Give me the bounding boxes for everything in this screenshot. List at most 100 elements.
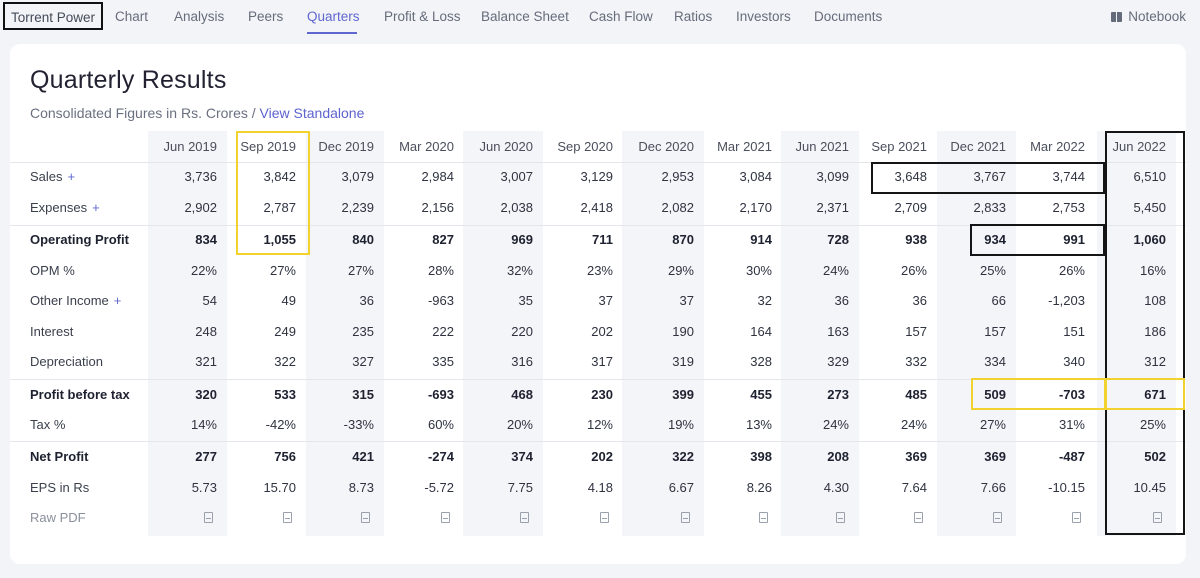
pdf-icon[interactable] [600,512,609,523]
table-cell: 37 [679,293,694,308]
tab-investors[interactable]: Investors [736,9,791,24]
table-cell: 533 [274,387,296,402]
expand-plus-icon[interactable]: + [92,200,100,215]
pdf-icon[interactable] [204,512,213,523]
table-cell: 3,767 [973,169,1006,184]
pdf-icon[interactable] [681,512,690,523]
row-divider [10,162,1186,163]
row-label-text: Depreciation [30,354,103,369]
page-title: Quarterly Results [30,66,227,94]
table-cell: 54 [202,293,217,308]
table-cell: 27% [269,263,296,278]
table-cell: 328 [750,354,772,369]
table-cell: 277 [195,449,217,464]
tab-analysis[interactable]: Analysis [174,9,225,24]
column-stripe [463,131,543,536]
table-cell: 108 [1144,293,1166,308]
column-header: Dec 2021 [950,139,1006,154]
highlight-box-sep-2019 [236,131,310,255]
row-label[interactable]: Sales + [30,168,75,186]
tab-balance-sheet[interactable]: Balance Sheet [481,9,569,24]
table-cell: 369 [984,449,1006,464]
row-label[interactable]: Other Income + [30,292,121,310]
pdf-icon[interactable] [993,512,1002,523]
active-tab-underline [307,32,357,34]
table-cell: 340 [1063,354,1085,369]
table-cell: 2,170 [739,200,772,215]
row-label[interactable]: Expenses + [30,199,100,217]
column-stripe [306,131,384,536]
tab-ratios[interactable]: Ratios [674,9,713,24]
row-label-text: Other Income [30,293,109,308]
pdf-icon[interactable] [283,512,292,523]
subtitle: Consolidated Figures in Rs. Crores / Vie… [30,105,364,121]
table-cell: 37 [598,293,613,308]
pdf-icon[interactable] [361,512,370,523]
table-cell: 2,787 [263,200,296,215]
table-cell: 10.45 [1133,480,1166,495]
column-header: Sep 2021 [871,139,927,154]
row-label-text: Profit before tax [30,387,130,402]
table-cell: 2,082 [661,200,694,215]
table-cell: 23% [586,263,613,278]
table-cell: 31% [1058,417,1085,432]
row-label: Tax % [30,416,65,434]
top-navigation: Torrent Power Chart Analysis Peers Quarters… [0,0,1200,36]
tab-chart[interactable]: Chart [115,9,149,24]
tab-peers[interactable]: Peers [248,9,284,24]
table-cell: 329 [827,354,849,369]
table-cell: 934 [984,232,1006,247]
expand-plus-icon[interactable]: + [113,293,122,308]
table-cell: 202 [591,324,613,339]
tab-profit-loss[interactable]: Profit & Loss [384,9,461,24]
column-header: Mar 2020 [399,139,454,154]
tab-documents[interactable]: Documents [814,9,883,24]
table-cell: 2,709 [894,200,927,215]
table-cell: 190 [672,324,694,339]
pdf-icon[interactable] [1072,512,1081,523]
table-cell: 14% [190,417,217,432]
table-cell: 28% [427,263,454,278]
company-name-tab[interactable]: Torrent Power [3,2,104,30]
pdf-icon[interactable] [441,512,450,523]
table-cell: 2,902 [184,200,217,215]
table-cell: 2,833 [973,200,1006,215]
table-cell: 711 [592,232,613,247]
column-stripe [148,131,227,536]
pdf-icon[interactable] [759,512,768,523]
pdf-icon[interactable] [914,512,923,523]
table-cell: 24% [822,417,849,432]
table-cell: 7.64 [901,480,927,495]
table-cell: 66 [991,293,1006,308]
pdf-icon[interactable] [520,512,529,523]
table-cell: 273 [827,387,849,402]
table-cell: 3,129 [580,169,613,184]
subtitle-text: Consolidated Figures in Rs. Crores / [30,105,260,121]
table-cell: 3,007 [500,169,533,184]
column-stripe [1097,131,1176,536]
table-cell: 4.30 [823,480,849,495]
notebook-link[interactable]: Notebook [1111,0,1186,34]
table-cell: 157 [984,324,1006,339]
tab-quarters[interactable]: Quarters [307,9,360,24]
table-cell: 15.70 [263,480,296,495]
table-cell: 671 [1144,387,1166,402]
tab-cash-flow[interactable]: Cash Flow [589,9,653,24]
column-header: Jun 2022 [1112,139,1167,154]
table-cell: -42% [265,417,296,432]
table-cell: 914 [750,232,772,247]
table-cell: 485 [905,387,927,402]
table-cell: 334 [984,354,1006,369]
table-cell: 2,371 [816,200,849,215]
pdf-icon[interactable] [836,512,845,523]
expand-plus-icon[interactable]: + [67,169,76,184]
pdf-icon[interactable] [1153,512,1162,523]
table-cell: 3,648 [894,169,927,184]
view-standalone-link[interactable]: View Standalone [259,105,365,121]
table-cell: 25% [1139,417,1166,432]
table-cell: 834 [195,232,217,247]
column-header: Mar 2021 [717,139,772,154]
table-cell: 6.67 [668,480,694,495]
table-cell: 335 [432,354,454,369]
table-cell: 840 [352,232,374,247]
